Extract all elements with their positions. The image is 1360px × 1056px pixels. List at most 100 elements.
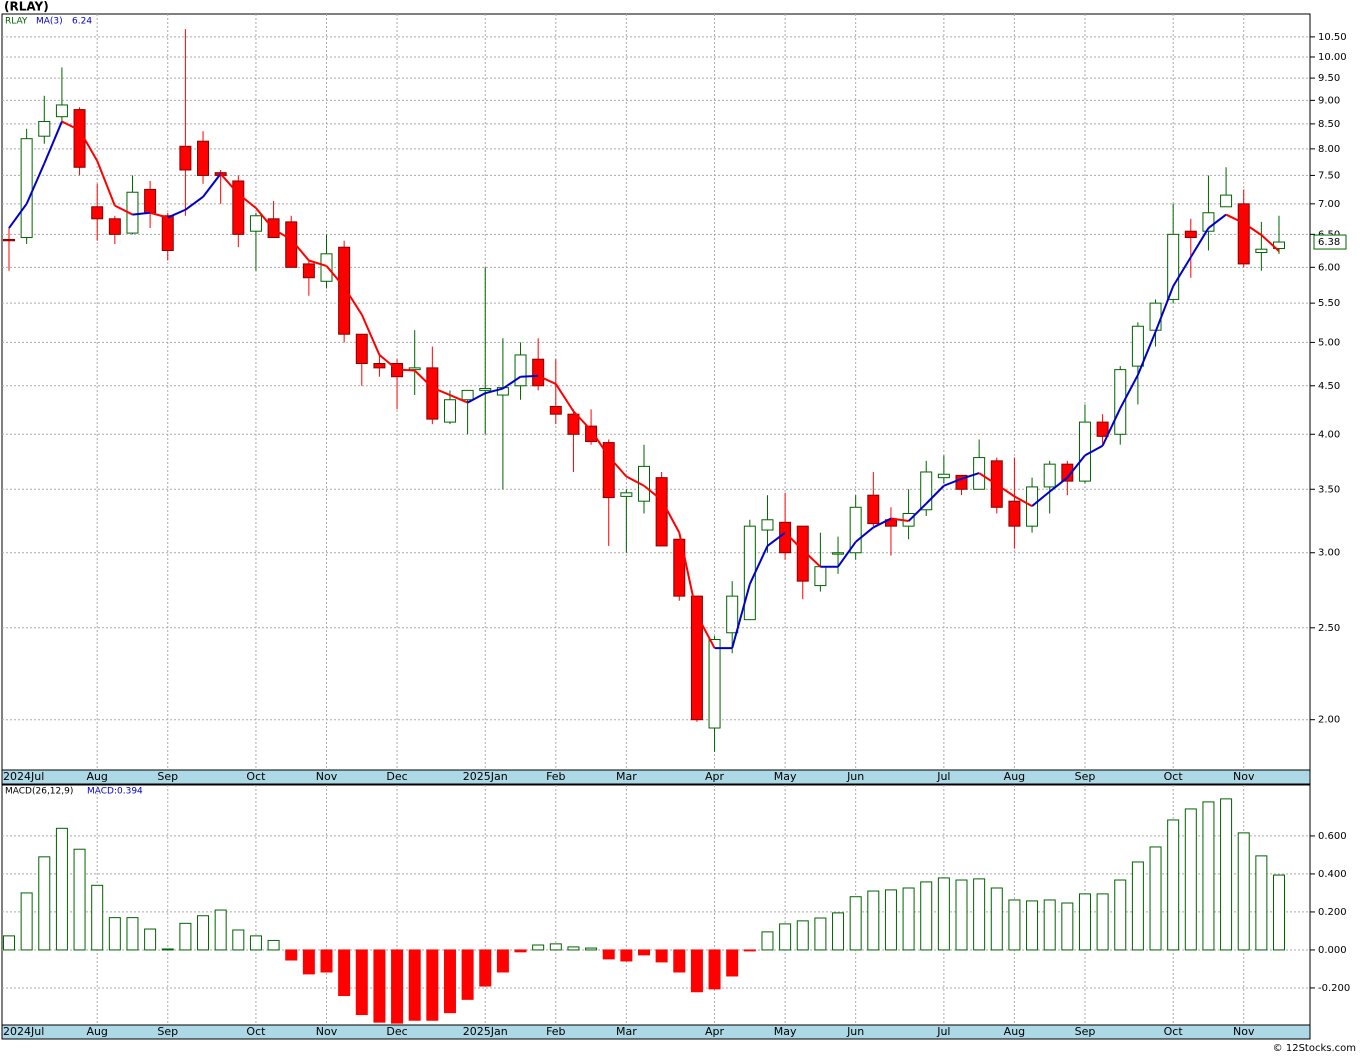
macd-bar bbox=[1220, 798, 1233, 951]
ma-line bbox=[219, 173, 240, 195]
macd-date-strip bbox=[1, 1024, 1311, 1040]
x-tick-label: Dec bbox=[386, 770, 407, 783]
last-price-box bbox=[1313, 234, 1347, 250]
ma-line bbox=[132, 211, 151, 216]
macd-bar bbox=[849, 896, 862, 951]
x-tick-label: Aug bbox=[86, 770, 107, 783]
ma-line bbox=[554, 383, 575, 412]
macd-bar bbox=[779, 923, 792, 951]
macd-bar bbox=[708, 949, 721, 990]
y-tick-label: 0.600 bbox=[1318, 831, 1347, 842]
candle-body bbox=[1255, 248, 1268, 253]
candle-body bbox=[832, 552, 845, 555]
ma-line bbox=[1031, 490, 1051, 507]
macd-bar bbox=[655, 949, 668, 963]
y-tick-label: 4.00 bbox=[1318, 429, 1340, 440]
ma-line bbox=[96, 160, 116, 206]
x-tick-label: 2025Jan bbox=[463, 770, 508, 783]
y-tick-label: 6.00 bbox=[1318, 262, 1340, 273]
candle-body bbox=[655, 477, 668, 547]
macd-bar bbox=[1043, 899, 1056, 951]
candle-body bbox=[620, 492, 633, 497]
x-tick-label: Apr bbox=[705, 770, 725, 783]
candle-body bbox=[1061, 463, 1074, 482]
ma-line bbox=[520, 374, 539, 378]
macd-bar bbox=[302, 949, 315, 975]
ma-line bbox=[855, 526, 874, 543]
ma-line bbox=[413, 369, 434, 389]
price-date-strip bbox=[1, 769, 1311, 785]
ma-line bbox=[978, 472, 998, 486]
macd-bar bbox=[937, 877, 950, 951]
ma-line bbox=[167, 208, 186, 219]
ma-line bbox=[1136, 331, 1157, 376]
x-tick-label: Sep bbox=[157, 1025, 178, 1038]
candle-body bbox=[91, 206, 104, 220]
candle-body bbox=[479, 388, 492, 391]
macd-bar bbox=[338, 949, 351, 997]
candle-body bbox=[1220, 194, 1233, 208]
candle-body bbox=[602, 442, 615, 499]
candle-body bbox=[1202, 212, 1215, 232]
macd-bar bbox=[673, 949, 686, 973]
ma-line bbox=[1225, 213, 1245, 225]
macd-bar bbox=[496, 949, 509, 973]
candle-body bbox=[38, 120, 51, 137]
macd-bar bbox=[126, 917, 139, 951]
ma-line bbox=[360, 314, 381, 356]
y-tick-label: 9.50 bbox=[1318, 73, 1340, 84]
candle-body bbox=[1184, 230, 1197, 239]
macd-bar bbox=[91, 884, 104, 951]
candle-body bbox=[1149, 302, 1162, 331]
candle-body bbox=[532, 358, 545, 387]
y-tick-label: 4.50 bbox=[1318, 381, 1340, 392]
x-tick-label: Aug bbox=[1004, 770, 1025, 783]
x-tick-label: Feb bbox=[546, 1025, 565, 1038]
candle-body bbox=[1237, 203, 1250, 265]
ma-line bbox=[1154, 285, 1175, 333]
y-tick-label: 3.50 bbox=[1318, 484, 1340, 495]
macd-bar bbox=[20, 892, 33, 951]
candle-body bbox=[426, 367, 439, 420]
last-price-label: 6.38 bbox=[1318, 237, 1340, 248]
x-tick-label: Jul bbox=[936, 770, 950, 783]
macd-bar bbox=[567, 946, 580, 951]
candle-body bbox=[1043, 463, 1056, 488]
ma-line bbox=[202, 173, 222, 198]
candle-body bbox=[249, 215, 262, 232]
macd-bar bbox=[602, 949, 615, 960]
macd-bar bbox=[514, 949, 527, 953]
macd-bar bbox=[743, 949, 756, 952]
candle-body bbox=[338, 246, 351, 335]
macd-bar bbox=[796, 920, 809, 951]
candle-body bbox=[302, 263, 315, 279]
macd-bar bbox=[884, 889, 897, 951]
macd-bar bbox=[726, 949, 739, 977]
macd-bar bbox=[285, 949, 298, 961]
x-tick-label: Mar bbox=[616, 1025, 637, 1038]
macd-bar bbox=[1078, 893, 1091, 951]
ma-line bbox=[1172, 256, 1192, 287]
ma-line bbox=[696, 614, 716, 649]
ma-line bbox=[8, 203, 28, 229]
macd-bar bbox=[267, 939, 280, 951]
candle-body bbox=[514, 354, 527, 387]
ma-line bbox=[678, 532, 698, 616]
ma-line bbox=[1101, 407, 1122, 447]
candle-body bbox=[814, 566, 827, 587]
ma-line bbox=[343, 286, 363, 316]
macd-bar bbox=[902, 887, 915, 951]
macd-bar bbox=[955, 879, 968, 951]
candle-body bbox=[197, 140, 210, 176]
candle-body bbox=[461, 389, 474, 401]
legend-ma: MA(3) bbox=[36, 17, 63, 27]
x-tick-label: Oct bbox=[1164, 770, 1184, 783]
candle-body bbox=[1131, 325, 1144, 367]
macd-bar bbox=[1026, 900, 1039, 951]
ma-line bbox=[1189, 227, 1210, 258]
candle-body bbox=[920, 471, 933, 511]
ma-line bbox=[943, 477, 962, 487]
ma-line bbox=[996, 483, 1015, 498]
x-tick-label: Aug bbox=[86, 1025, 107, 1038]
